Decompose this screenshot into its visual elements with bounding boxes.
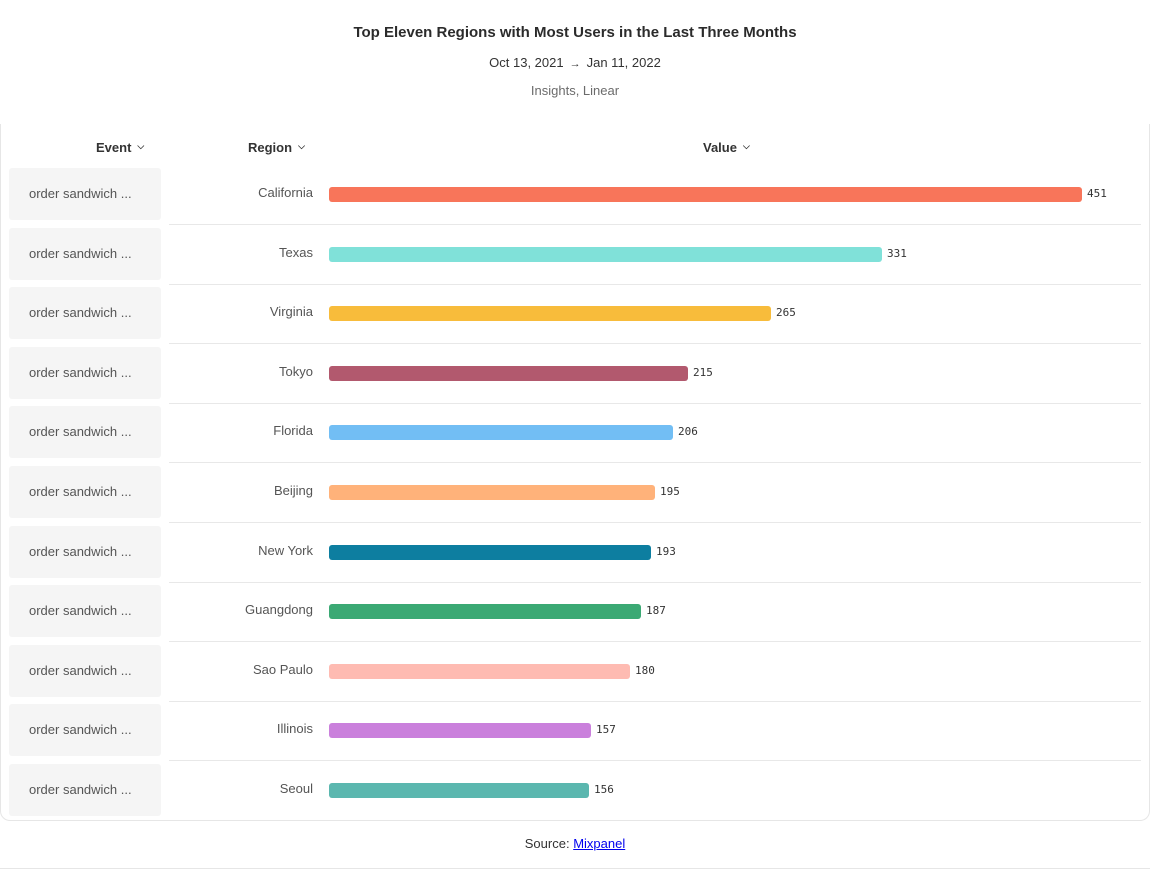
region-label: Texas xyxy=(279,245,313,260)
event-cell[interactable]: order sandwich ... xyxy=(9,228,161,280)
bar[interactable] xyxy=(329,604,641,619)
footer-divider xyxy=(0,868,1150,869)
bar[interactable] xyxy=(329,247,882,262)
chevron-down-icon: ⌵ xyxy=(137,141,145,151)
row-divider xyxy=(169,641,1141,642)
arrow-right-icon: → xyxy=(569,58,581,70)
region-label: Seoul xyxy=(279,781,313,796)
event-cell[interactable]: order sandwich ... xyxy=(9,406,161,458)
event-cell[interactable]: order sandwich ... xyxy=(9,764,161,816)
event-cell[interactable]: order sandwich ... xyxy=(9,526,161,578)
bar[interactable] xyxy=(329,425,673,440)
row-divider xyxy=(169,284,1141,285)
bar-value-label: 156 xyxy=(594,783,614,796)
bar-value-label: 331 xyxy=(887,247,907,260)
region-column-label: Region xyxy=(248,140,293,155)
event-cell[interactable]: order sandwich ... xyxy=(9,645,161,697)
row-divider xyxy=(169,224,1141,225)
bar[interactable] xyxy=(329,723,591,738)
event-column-label: Event xyxy=(96,140,132,155)
bar-value-label: 195 xyxy=(660,485,680,498)
bar-value-label: 206 xyxy=(678,425,698,438)
chevron-down-icon: ⌵ xyxy=(742,141,750,151)
value-column-label: Value xyxy=(703,140,737,155)
bar-value-label: 193 xyxy=(656,545,676,558)
bar[interactable] xyxy=(329,485,655,500)
date-start: Oct 13, 2021 xyxy=(489,55,564,70)
bar-value-label: 187 xyxy=(646,604,666,617)
region-label: Virginia xyxy=(269,304,313,319)
row-divider xyxy=(169,701,1141,702)
bar[interactable] xyxy=(329,545,651,560)
region-label: Illinois xyxy=(276,721,313,736)
event-cell[interactable]: order sandwich ... xyxy=(9,466,161,518)
bar[interactable] xyxy=(329,366,688,381)
bar[interactable] xyxy=(329,187,1082,202)
region-label: Beijing xyxy=(273,483,313,498)
region-label: Guangdong xyxy=(245,602,313,617)
row-divider xyxy=(169,403,1141,404)
source-footer: Source: Mixpanel xyxy=(0,836,1150,851)
date-end: Jan 11, 2022 xyxy=(586,55,661,70)
region-label: Tokyo xyxy=(279,364,313,379)
region-label: Sao Paulo xyxy=(253,662,313,677)
event-cell[interactable]: order sandwich ... xyxy=(9,704,161,756)
chevron-down-icon: ⌵ xyxy=(298,141,305,151)
bar[interactable] xyxy=(329,664,630,679)
event-cell[interactable]: order sandwich ... xyxy=(9,585,161,637)
region-label: Florida xyxy=(273,423,313,438)
region-label: California xyxy=(258,185,313,200)
event-cell[interactable]: order sandwich ... xyxy=(9,168,161,220)
row-divider xyxy=(169,343,1141,344)
region-column-header[interactable]: Region ⌵ xyxy=(248,140,305,155)
row-divider xyxy=(169,522,1141,523)
bar-value-label: 157 xyxy=(596,723,616,736)
bar-value-label: 180 xyxy=(635,664,655,677)
bar-value-label: 215 xyxy=(693,366,713,379)
date-range: Oct 13, 2021 → Jan 11, 2022 xyxy=(0,55,1150,70)
bar[interactable] xyxy=(329,306,771,321)
bar[interactable] xyxy=(329,783,589,798)
source-label: Source: xyxy=(524,836,570,851)
event-column-header[interactable]: Event ⌵ xyxy=(96,140,144,155)
region-label: New York xyxy=(258,543,313,558)
event-cell[interactable]: order sandwich ... xyxy=(9,347,161,399)
bar-value-label: 265 xyxy=(776,306,796,319)
event-cell[interactable]: order sandwich ... xyxy=(9,287,161,339)
bar-value-label: 451 xyxy=(1087,187,1107,200)
value-column-header[interactable]: Value ⌵ xyxy=(703,140,750,155)
row-divider xyxy=(169,462,1141,463)
chart-title: Top Eleven Regions with Most Users in th… xyxy=(353,24,797,41)
report-meta: Insights, Linear xyxy=(530,83,620,98)
row-divider xyxy=(169,760,1141,761)
source-link[interactable]: Mixpanel xyxy=(573,836,626,851)
row-divider xyxy=(169,582,1141,583)
table-panel xyxy=(0,124,1150,821)
